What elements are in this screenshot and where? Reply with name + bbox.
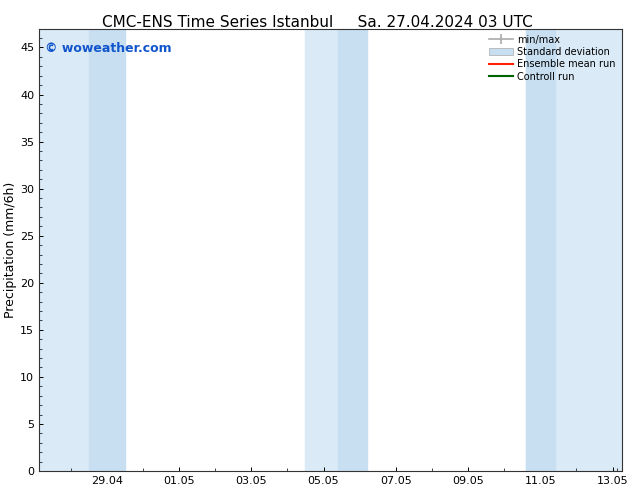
Bar [39,29,89,471]
Bar [306,29,338,471]
Bar [526,29,622,471]
Legend: min/max, Standard deviation, Ensemble mean run, Controll run: min/max, Standard deviation, Ensemble me… [486,31,619,85]
Y-axis label: Precipitation (mm/6h): Precipitation (mm/6h) [4,182,17,318]
Text: CMC-ENS Time Series Istanbul     Sa. 27.04.2024 03 UTC: CMC-ENS Time Series Istanbul Sa. 27.04.2… [101,15,533,30]
Bar [526,29,555,471]
Bar [89,29,125,471]
Text: © woweather.com: © woweather.com [45,42,171,55]
Bar [338,29,367,471]
